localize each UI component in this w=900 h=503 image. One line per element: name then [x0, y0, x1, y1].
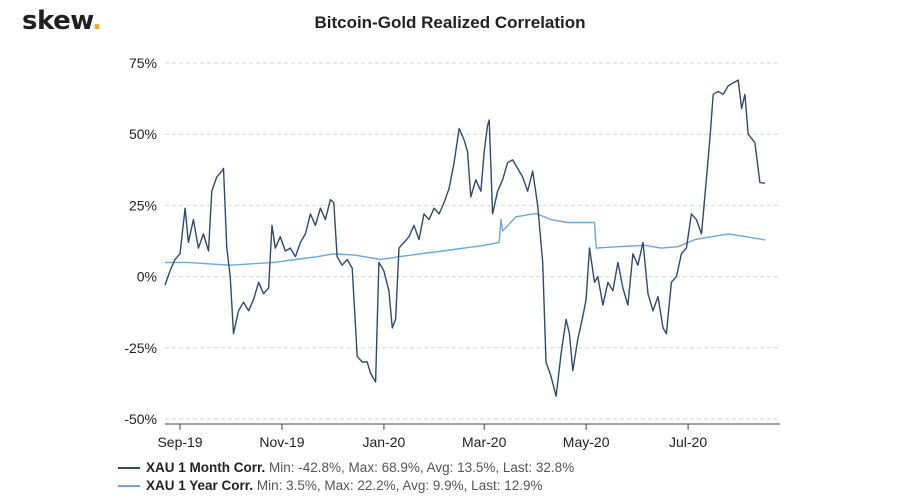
x-tick-label: Mar-20	[462, 434, 507, 450]
y-tick-label: 50%	[129, 126, 157, 142]
y-tick-label: 0%	[137, 269, 157, 285]
x-tick-label: Sep-19	[157, 434, 202, 450]
series-line	[165, 212, 766, 266]
series-line	[164, 79, 766, 397]
chart-title: Bitcoin-Gold Realized Correlation	[314, 13, 586, 32]
x-tick-label: Jul-20	[669, 434, 707, 450]
x-tick-label: Jan-20	[363, 434, 406, 450]
legend-series-stats: Min: -42.8%, Max: 68.9%, Avg: 13.5%, Las…	[269, 460, 575, 475]
y-tick-label: 25%	[129, 197, 157, 213]
legend-series-name: XAU 1 Year Corr.	[146, 478, 254, 493]
series-lines	[164, 79, 766, 397]
legend-item-year[interactable]: XAU 1 Year Corr. Min: 3.5%, Max: 22.2%, …	[118, 477, 574, 495]
legend-swatch-year	[118, 485, 140, 488]
brand-name: skew	[22, 6, 93, 36]
grid-lines	[165, 62, 780, 420]
legend: XAU 1 Month Corr. Min: -42.8%, Max: 68.9…	[118, 459, 574, 495]
brand-dot: .	[92, 6, 102, 36]
y-tick-label: -25%	[124, 340, 157, 356]
legend-series-name: XAU 1 Month Corr.	[146, 460, 266, 475]
legend-swatch-month	[118, 467, 140, 470]
legend-item-month[interactable]: XAU 1 Month Corr. Min: -42.8%, Max: 68.9…	[118, 459, 574, 477]
x-axis: Sep-19 Nov-19 Jan-20 Mar-20 May-20 Jul-20	[157, 423, 780, 450]
legend-series-stats: Min: 3.5%, Max: 22.2%, Avg: 9.9%, Last: …	[256, 478, 543, 493]
brand-logo: skew.	[22, 6, 102, 36]
y-tick-label: 75%	[129, 55, 157, 71]
x-tick-label: May-20	[563, 434, 610, 450]
y-tick-label: -50%	[124, 411, 157, 427]
y-axis-ticks: 75% 50% 25% 0% -25% -50%	[124, 55, 157, 427]
x-tick-label: Nov-19	[259, 434, 304, 450]
